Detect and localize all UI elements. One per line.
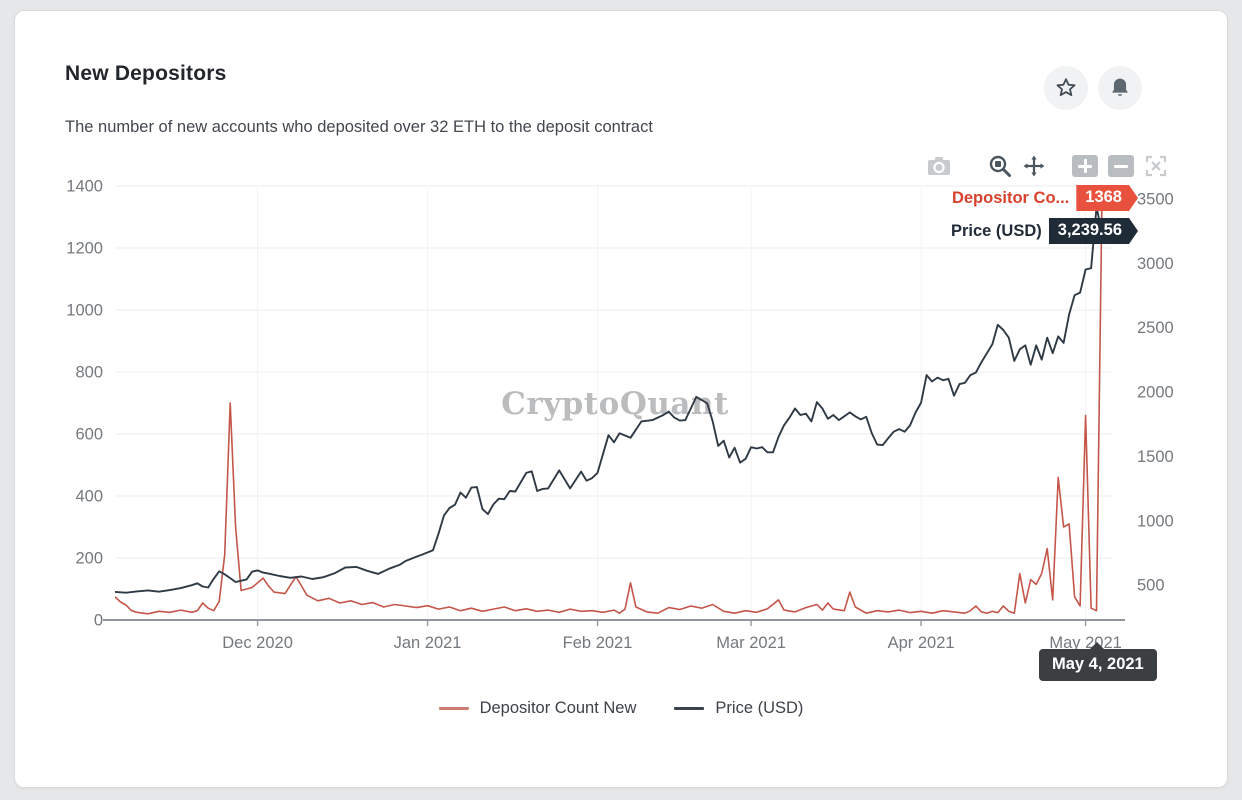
tooltip-price-label: Price (USD) [950,221,1042,240]
plus-icon [1072,155,1098,177]
series-line-price [114,206,1103,594]
y-axis-label-left: 1400 [66,178,103,196]
page-subtitle: The number of new accounts who deposited… [65,118,653,136]
y-axis-label-right: 3500 [1137,190,1174,208]
minus-icon [1108,155,1134,177]
reset-zoom-icon [1145,155,1167,177]
pan-icon [1023,155,1045,177]
bell-icon [1112,78,1128,96]
zoom-out-button[interactable] [1108,155,1134,177]
tooltip-depositor-label: Depositor Co... [951,188,1070,207]
zoom-select-button[interactable] [988,154,1012,178]
chart-card [14,10,1228,788]
y-axis-label-right: 3000 [1137,255,1174,273]
x-axis-label: Feb 2021 [563,634,633,652]
y-axis-label-right: 1000 [1137,512,1174,530]
tooltip-depositor-row: Depositor Co... 1368 [952,185,1138,211]
y-axis-label-left: 800 [75,364,103,382]
legend-line-price [674,707,705,710]
tooltip-price-row: Price (USD) 3,239.56 [951,218,1138,244]
y-axis-label-right: 2000 [1137,384,1174,402]
alerts-button[interactable] [1098,66,1142,110]
reset-zoom-button[interactable] [1144,154,1168,178]
y-axis-label-right: 1500 [1137,448,1174,466]
legend-label-depositor: Depositor Count New [479,699,637,717]
x-axis-label: Apr 2021 [888,634,955,652]
star-icon [1056,78,1076,97]
y-axis-label-left: 400 [75,488,103,506]
favorite-button[interactable] [1044,66,1088,110]
y-axis-label-left: 1000 [66,302,103,320]
y-axis-label-right: 500 [1137,577,1165,595]
watermark: CryptoQuant [501,386,729,422]
save-image-button[interactable] [926,155,952,177]
y-axis-label-left: 200 [75,550,103,568]
tooltip-price-value: 3,239.56 [1049,218,1138,244]
y-axis-label-left: 600 [75,426,103,444]
legend-item-price[interactable]: Price (USD) [674,699,803,718]
chart-toolbar [926,154,1168,178]
y-axis-label-right: 2500 [1137,319,1174,337]
pan-button[interactable] [1022,154,1046,178]
legend-label-price: Price (USD) [715,699,804,717]
page-title: New Depositors [65,62,227,85]
zoom-select-icon [989,155,1011,177]
legend-item-depositor[interactable]: Depositor Count New [438,699,637,718]
x-axis-label: Dec 2020 [222,634,293,652]
series-line-depositor-count [114,195,1103,615]
x-axis-tooltip: May 4, 2021 [1039,642,1157,681]
camera-icon [928,157,950,175]
legend: Depositor Count New Price (USD) [0,699,1242,718]
x-axis-label: Jan 2021 [394,634,462,652]
zoom-in-button[interactable] [1072,155,1098,177]
legend-line-depositor [438,707,469,710]
tooltip-depositor-value: 1368 [1076,185,1138,211]
x-axis-label: Mar 2021 [716,634,786,652]
y-axis-label-left: 1200 [66,240,103,258]
y-axis-label-left: 0 [94,612,103,630]
